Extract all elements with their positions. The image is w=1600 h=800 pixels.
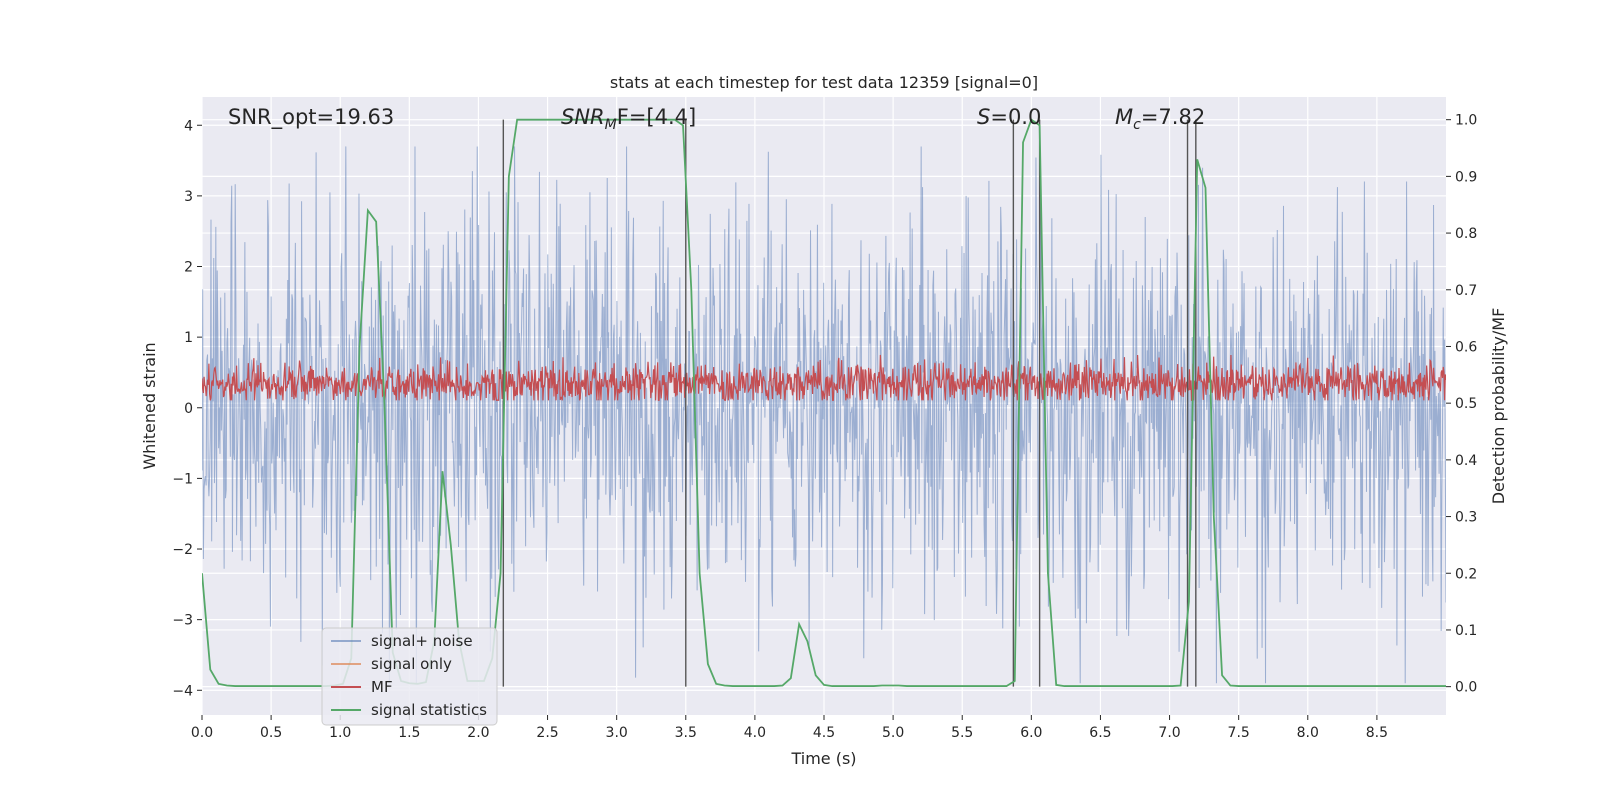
x-tick-label-9: 4.5	[813, 725, 835, 741]
annotation-s: S=0.0	[977, 105, 1041, 129]
yright-tick-label-6: 0.6	[1455, 339, 1477, 355]
annotation-s-base: S	[977, 105, 990, 129]
y-left-axis-ticks: −4 −3 −2 −1 0 1 2 3 4	[172, 118, 202, 699]
annotation-snr-mf: SNRMF=[4.4]	[561, 105, 696, 133]
x-tick-label-15: 7.5	[1228, 725, 1250, 741]
annotation-mc-sub: c	[1133, 117, 1141, 133]
yright-tick-label-9: 0.9	[1455, 169, 1477, 185]
x-axis-ticks: 0.0 0.5 1.0 1.5 2.0 2.5 3.0 3.5 4.0 4.5 5.0 5.5 6.0 6…	[191, 715, 1388, 741]
x-tick-label-6: 3.0	[606, 725, 628, 741]
x-tick-label-11: 5.5	[951, 725, 973, 741]
annotation-mc-rest: =7.82	[1141, 105, 1205, 129]
yleft-tick-label-3: −1	[172, 471, 193, 487]
x-tick-label-7: 3.5	[675, 725, 697, 741]
legend-box	[321, 627, 498, 726]
x-tick-label-4: 2.0	[467, 725, 489, 741]
x-tick-label-17: 8.5	[1366, 725, 1388, 741]
y-right-axis-ticks: 0.0 0.1 0.2 0.3 0.4 0.5 0.6 0.7 0.8 0.9 1.0	[1446, 113, 1477, 696]
yleft-tick-label-6: 2	[184, 260, 193, 276]
yleft-tick-label-8: 4	[184, 118, 193, 134]
x-tick-label-5: 2.5	[536, 725, 558, 741]
yright-tick-label-2: 0.2	[1455, 566, 1477, 582]
yright-tick-label-8: 0.8	[1455, 226, 1477, 242]
yright-tick-label-1: 0.1	[1455, 623, 1477, 639]
x-tick-label-1: 0.5	[260, 725, 282, 741]
annotation-mc-base: M	[1115, 105, 1133, 129]
yleft-tick-label-1: −3	[172, 613, 193, 629]
vertical-markers	[502, 119, 1197, 687]
x-tick-label-2: 1.0	[329, 725, 351, 741]
x-tick-label-13: 6.5	[1089, 725, 1111, 741]
x-tick-label-14: 7.0	[1158, 725, 1180, 741]
annotation-s-rest: =0.0	[990, 105, 1041, 129]
x-tick-label-3: 1.5	[398, 725, 420, 741]
legend-label-mf: MF	[371, 678, 393, 696]
yright-tick-label-5: 0.5	[1455, 396, 1477, 412]
legend: signal+ noise signal only MF signal stat…	[321, 627, 498, 726]
annotation-mc: Mc=7.82	[1115, 105, 1205, 133]
legend-label-noise: signal+ noise	[371, 632, 473, 650]
x-tick-label-8: 4.0	[744, 725, 766, 741]
legend-label-signal-only: signal only	[371, 655, 452, 673]
yright-tick-label-7: 0.7	[1455, 283, 1477, 299]
x-tick-label-0: 0.0	[191, 725, 213, 741]
yleft-tick-label-0: −4	[172, 683, 193, 699]
yright-tick-label-0: 0.0	[1455, 680, 1477, 696]
x-tick-label-12: 6.0	[1020, 725, 1042, 741]
yright-tick-label-3: 0.3	[1455, 510, 1477, 526]
mf-line	[202, 354, 1446, 402]
yleft-tick-label-7: 3	[184, 189, 193, 205]
chart-title: stats at each timestep for test data 123…	[610, 73, 1038, 92]
y-right-axis-label: Detection probability/MF	[1489, 308, 1508, 505]
yleft-tick-label-2: −2	[172, 542, 193, 558]
y-left-axis-label: Whitened strain	[140, 342, 159, 469]
x-tick-label-10: 5.0	[882, 725, 904, 741]
yleft-tick-label-5: 1	[184, 330, 193, 346]
mf-series	[202, 354, 1446, 402]
yright-tick-label-10: 1.0	[1455, 113, 1477, 129]
x-tick-label-16: 8.0	[1297, 725, 1319, 741]
noise-line	[202, 146, 1446, 684]
yleft-tick-label-4: 0	[184, 401, 193, 417]
signal-noise-series	[202, 146, 1446, 684]
legend-label-statistics: signal statistics	[371, 701, 487, 719]
x-axis-label: Time (s)	[790, 749, 856, 768]
annotation-snr-opt: SNR_opt=19.63	[228, 105, 394, 130]
annotation-snr-mf-rest: F=[4.4]	[617, 105, 696, 129]
yright-tick-label-4: 0.4	[1455, 453, 1477, 469]
annotation-snr-mf-base: SNR	[561, 105, 605, 129]
annotation-snr-mf-sub: M	[605, 117, 617, 133]
